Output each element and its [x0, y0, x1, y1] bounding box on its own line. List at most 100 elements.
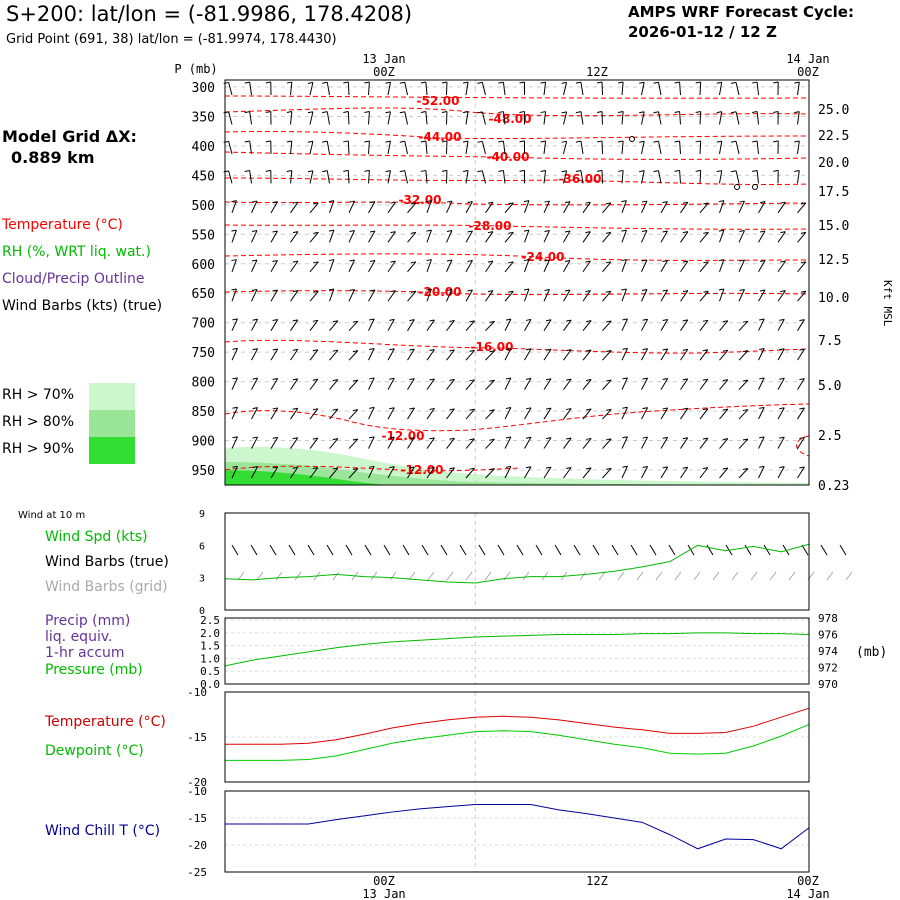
- wind-barb-flag: [265, 169, 271, 172]
- wind-barb-shaft: [641, 436, 649, 449]
- wind-barb-flag: [369, 406, 375, 409]
- wind-barb-flag: [779, 407, 785, 410]
- wind-barb-shaft: [368, 466, 375, 479]
- wind-barb-shaft: [524, 259, 530, 272]
- wind-barb-shaft: [680, 319, 689, 331]
- wind-barb-flag: [800, 261, 806, 264]
- wind-barb-shaft: [481, 141, 486, 155]
- wind-barb-shaft: [758, 436, 765, 449]
- wind-barb-shaft: [504, 290, 514, 302]
- wind-barb-flag: [561, 111, 567, 114]
- temperature-line: [225, 707, 810, 745]
- wind-barb-shaft: [485, 320, 495, 332]
- wind-barb-flag: [566, 378, 572, 381]
- wind-barb-shaft: [699, 467, 709, 479]
- wind-barb-true: [706, 544, 714, 556]
- wind-barb-shaft: [797, 407, 805, 420]
- isotherm-line: [224, 465, 521, 472]
- wind-barb-shaft: [404, 170, 408, 184]
- wind-barb-flag: [449, 378, 455, 381]
- wind-barb-shaft: [580, 170, 584, 184]
- wind-barb-flag: [369, 289, 376, 292]
- wind-barb-flag: [312, 378, 318, 381]
- wind-barb-flag: [716, 111, 722, 114]
- wind-barb-shaft: [387, 141, 391, 155]
- wind-barb-flag: [759, 406, 765, 409]
- wind-barb-flag: [389, 466, 395, 469]
- wind-barb-flag: [312, 319, 318, 322]
- wind-barb-shaft: [368, 201, 376, 214]
- wind-barb-flag: [662, 260, 668, 263]
- wind-barb-shaft: [251, 230, 258, 243]
- wind-barb-flag: [332, 379, 338, 382]
- wind-barb-shaft: [797, 348, 805, 361]
- wind-barb-shaft: [602, 438, 612, 449]
- wind-barb-shaft: [290, 437, 299, 449]
- wind-barb-shaft: [543, 140, 547, 154]
- wind-barb-shaft: [602, 290, 612, 302]
- pressure-tick-label: 600: [192, 258, 215, 273]
- wind-barb-flag: [446, 288, 453, 291]
- pressure-tick-label: 978: [818, 612, 838, 625]
- legend-precip-line2: liq. equiv.: [45, 629, 113, 645]
- wind-barb-shaft: [719, 141, 723, 155]
- wind-barb-shaft: [699, 111, 702, 125]
- wind-barb-flag: [292, 319, 298, 322]
- wind-barb-flag: [606, 320, 612, 323]
- wind-barb-shaft: [446, 320, 455, 332]
- wind-barb-flag: [292, 407, 298, 410]
- pressure-tick-label: 400: [192, 140, 215, 155]
- wind-barb-flag: [564, 201, 571, 204]
- wind-barb-flag: [695, 169, 701, 172]
- wind-barb-shaft: [797, 378, 805, 390]
- isotherm-label: -20.00: [419, 285, 462, 299]
- rh90-swatch: [89, 437, 135, 464]
- isotherm-line: [224, 253, 810, 261]
- wind-barb-flag: [429, 378, 435, 381]
- wind-barb-shaft: [719, 408, 729, 420]
- wind-barb-flag: [223, 140, 229, 143]
- wind-barb-shaft: [387, 290, 396, 302]
- wind-barb-flag: [364, 140, 370, 143]
- wind-barb-flag: [799, 407, 805, 410]
- wind-barb-shaft: [348, 438, 359, 449]
- wind-barb-flag: [441, 169, 448, 172]
- legend-pressure: Pressure (mb): [45, 662, 143, 678]
- panel-bg: [225, 791, 809, 872]
- wind-barb-grid: [636, 571, 644, 581]
- wind-barb-shaft: [756, 111, 759, 125]
- rh90-label: RH > 90%: [2, 441, 75, 457]
- wind-barb-flag: [369, 318, 375, 321]
- wind-barb-shaft: [797, 466, 805, 479]
- wind-barb-flag: [328, 200, 335, 203]
- wind-barb-shaft: [582, 231, 591, 243]
- precip-tick-label: 1.0: [200, 652, 220, 665]
- wind-barb-shaft: [251, 407, 259, 420]
- wind-barb-shaft: [660, 437, 669, 449]
- isotherm-label: -52.00: [417, 94, 460, 108]
- wind-barb-flag: [752, 81, 758, 84]
- cycle-date: 2026-01-12 / 12 Z: [628, 23, 777, 41]
- wind-barb-flag: [399, 111, 405, 114]
- wind-barb-shaft: [719, 111, 723, 125]
- wind-barb-flag: [596, 110, 603, 113]
- wind-barb-flag: [545, 348, 552, 351]
- wind-barb-shaft: [504, 202, 514, 214]
- wind-barb-shaft: [348, 230, 355, 243]
- precip-tick-label: 1.5: [200, 640, 220, 653]
- wind-barb-flag: [272, 348, 278, 351]
- wind-barb-grid: [731, 571, 739, 581]
- wind-barb-shaft: [326, 170, 330, 184]
- wind-barb-shaft: [228, 82, 233, 96]
- wind10m-title: Wind at 10 m: [18, 510, 86, 521]
- wind-barb-shaft: [446, 289, 453, 302]
- wind-barb-shaft: [231, 436, 238, 449]
- wind-barb-shaft: [446, 467, 455, 479]
- wind-barb-flag: [505, 318, 511, 321]
- wind-barb-shaft: [348, 468, 359, 479]
- wind-barb-true: [269, 544, 277, 556]
- wind-barb-shaft: [641, 82, 645, 96]
- wind-barb-flag: [343, 169, 349, 172]
- wind-barb-shaft: [465, 379, 475, 390]
- wind-barb-flag: [352, 438, 358, 441]
